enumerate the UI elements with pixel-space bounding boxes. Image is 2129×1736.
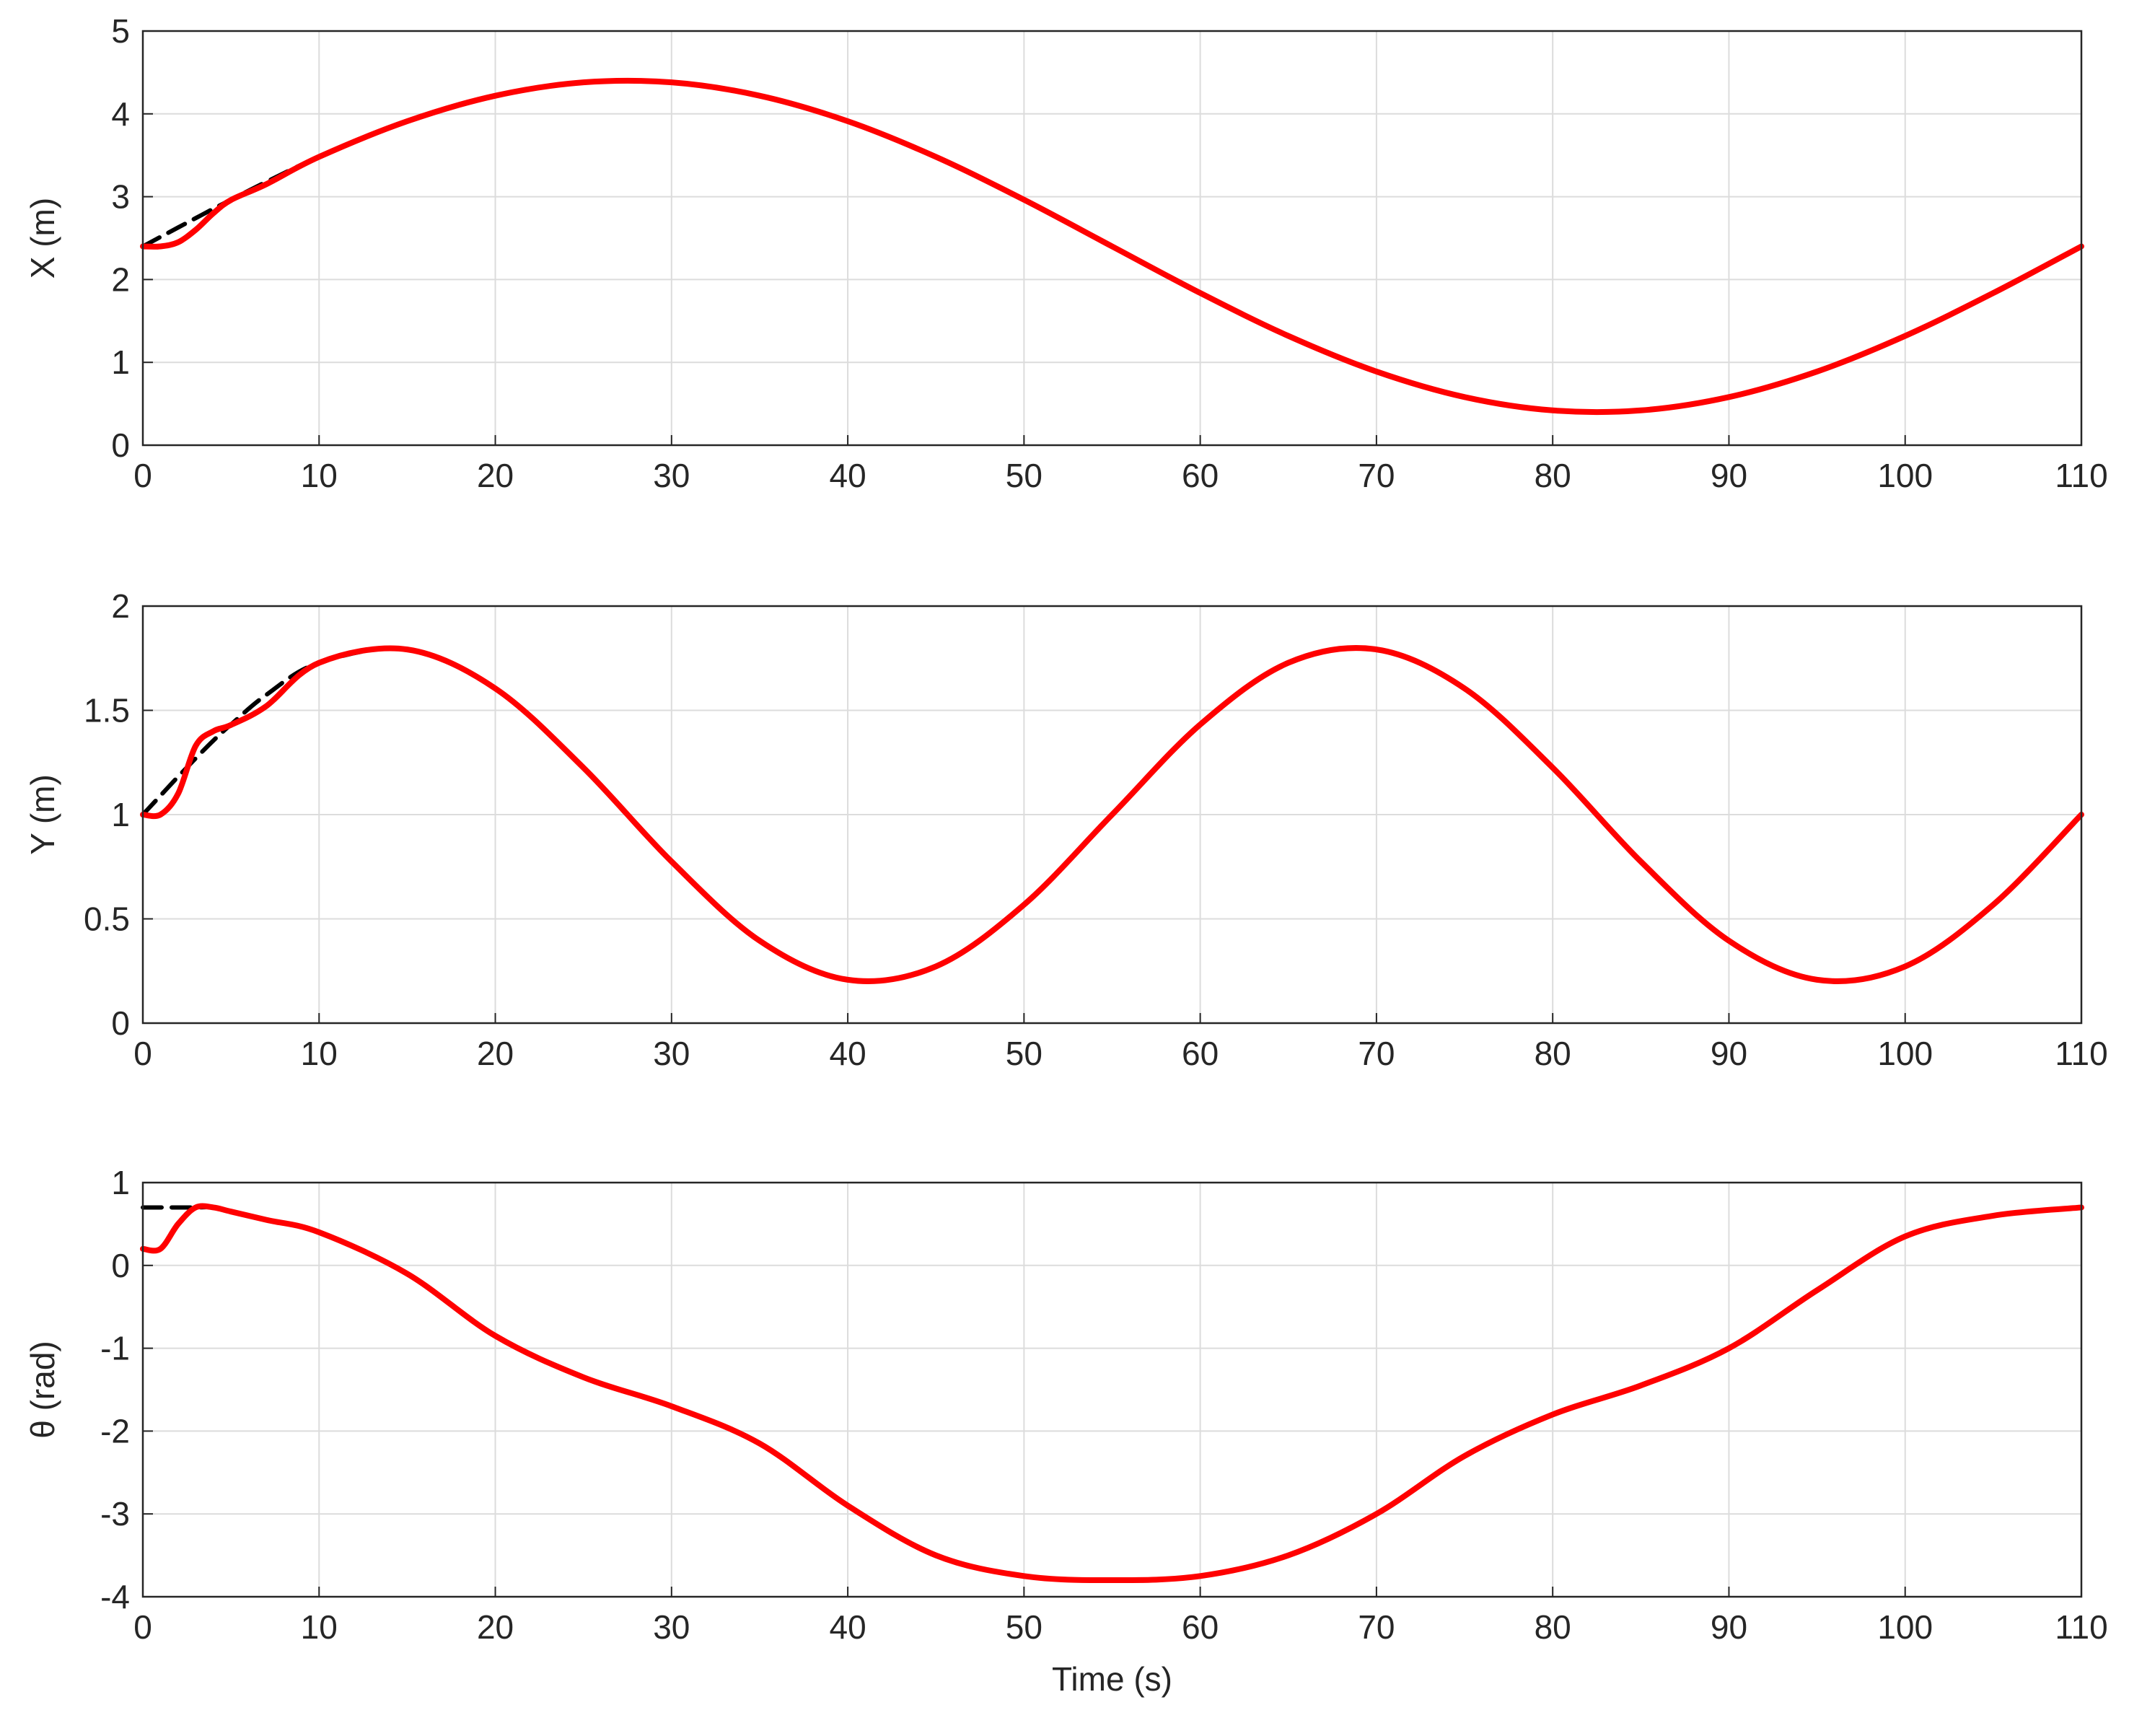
y-tick-label: 1.5 bbox=[84, 692, 130, 729]
x-tick-label: 90 bbox=[1711, 1608, 1747, 1646]
x-tick-label: 10 bbox=[301, 1035, 338, 1072]
x-tick-label: 70 bbox=[1358, 1035, 1395, 1072]
y-tick-label: 0 bbox=[111, 426, 130, 464]
y-tick-label: -2 bbox=[100, 1412, 130, 1450]
y-axis-label: Y (m) bbox=[24, 774, 61, 855]
x-tick-label: 50 bbox=[1006, 457, 1042, 494]
x-tick-label: 0 bbox=[133, 1035, 152, 1072]
x-tick-label: 100 bbox=[1877, 1608, 1933, 1646]
x-tick-label: 0 bbox=[133, 457, 152, 494]
y-tick-label: 1 bbox=[111, 796, 130, 833]
x-tick-label: 80 bbox=[1535, 457, 1571, 494]
y-axis-label: θ (rad) bbox=[24, 1341, 61, 1438]
x-tick-label: 30 bbox=[653, 457, 690, 494]
data-line bbox=[140, 77, 2084, 416]
axes-frame bbox=[141, 1181, 2083, 1598]
x-tick-label: 90 bbox=[1711, 457, 1747, 494]
y-tick-label: 0 bbox=[111, 1247, 130, 1284]
x-tick-label: 20 bbox=[477, 1608, 514, 1646]
y-tick-label: -3 bbox=[100, 1495, 130, 1533]
x-tick-label: 100 bbox=[1877, 1035, 1933, 1072]
x-tick-label: 70 bbox=[1358, 1608, 1395, 1646]
x-tick-label: 110 bbox=[2055, 457, 2107, 494]
y-tick-label: -1 bbox=[100, 1330, 130, 1367]
y-tick-label: 5 bbox=[111, 12, 130, 50]
x-tick-label: 10 bbox=[301, 457, 338, 494]
x-tick-label: 40 bbox=[830, 1608, 866, 1646]
data-line bbox=[140, 645, 2084, 984]
y-axis-label: X (m) bbox=[24, 198, 61, 279]
data-line bbox=[140, 1203, 2084, 1584]
y-tick-label: 1 bbox=[111, 343, 130, 381]
x-tick-label: 70 bbox=[1358, 457, 1395, 494]
x-tick-label: 20 bbox=[477, 1035, 514, 1072]
x-tick-label: 60 bbox=[1182, 457, 1219, 494]
y-tick-label: 2 bbox=[111, 260, 130, 298]
x-tick-label: 50 bbox=[1006, 1608, 1042, 1646]
x-tick-label: 60 bbox=[1182, 1608, 1219, 1646]
x-tick-label: 30 bbox=[653, 1608, 690, 1646]
x-tick-label: 20 bbox=[477, 457, 514, 494]
x-tick-label: 110 bbox=[2055, 1608, 2107, 1646]
axes-frame bbox=[141, 605, 2083, 1025]
y-tick-label: 0 bbox=[111, 1004, 130, 1042]
x-tick-label: 110 bbox=[2055, 1035, 2107, 1072]
x-tick-label: 100 bbox=[1877, 457, 1933, 494]
x-tick-label: 40 bbox=[830, 1035, 866, 1072]
x-axis-label: Time (s) bbox=[1052, 1660, 1172, 1698]
x-tick-label: 50 bbox=[1006, 1035, 1042, 1072]
x-tick-label: 60 bbox=[1182, 1035, 1219, 1072]
x-tick-label: 80 bbox=[1535, 1035, 1571, 1072]
y-tick-label: 3 bbox=[111, 178, 130, 216]
x-tick-label: 30 bbox=[653, 1035, 690, 1072]
y-tick-label: -4 bbox=[100, 1578, 130, 1616]
y-tick-label: 2 bbox=[111, 587, 130, 625]
x-tick-label: 40 bbox=[830, 457, 866, 494]
x-tick-label: 80 bbox=[1535, 1608, 1571, 1646]
y-tick-label: 1 bbox=[111, 1164, 130, 1201]
x-tick-label: 90 bbox=[1711, 1035, 1747, 1072]
y-tick-label: 0.5 bbox=[84, 900, 130, 938]
axes-frame bbox=[141, 30, 2083, 447]
x-tick-label: 0 bbox=[133, 1608, 152, 1646]
y-tick-label: 4 bbox=[111, 95, 130, 133]
x-tick-label: 10 bbox=[301, 1608, 338, 1646]
data-line bbox=[141, 1205, 2084, 1583]
